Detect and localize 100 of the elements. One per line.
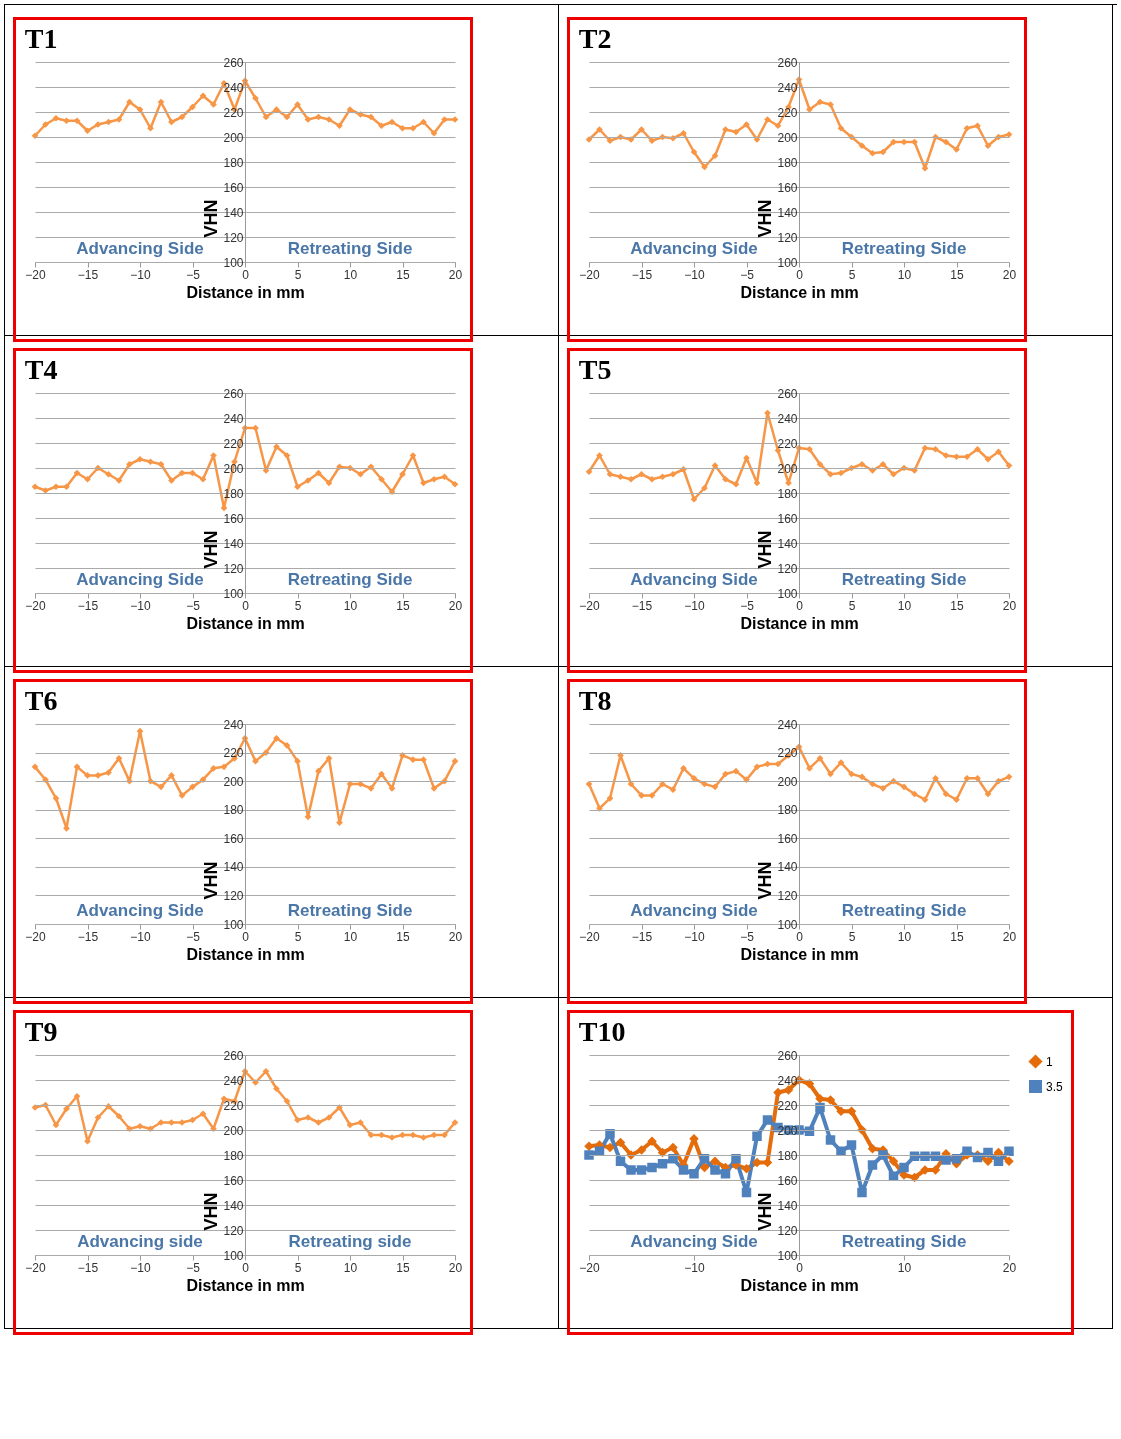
x-tick-label: −20 [579,598,600,613]
y-tick-label: 100 [223,255,244,270]
y-tick-label: 260 [223,55,244,70]
x-tick-label: −15 [77,1260,99,1275]
annotation: Retreating Side [841,1232,967,1251]
y-tick-label: 200 [223,774,244,789]
annotation: Retreating Side [841,570,967,589]
y-tick-label: 100 [777,586,798,601]
x-tick-label: −20 [579,1260,600,1275]
y-tick-label: 100 [223,1248,244,1263]
annotation: Advancing Side [630,901,758,920]
y-tick-label: 180 [777,155,798,170]
y-tick-label: 240 [223,80,244,95]
x-tick-label: −10 [684,1260,705,1275]
annotation: Advancing side [77,1232,203,1251]
y-tick-label: 120 [223,888,244,903]
y-tick-label: 100 [777,917,798,932]
y-axis-title: VHN [755,530,776,569]
chart-title: T8 [578,685,612,716]
x-tick-label: 5 [294,1260,302,1275]
x-tick-label: 15 [950,267,964,282]
y-tick-label: 160 [777,1173,798,1188]
x-axis-title: Distance in mm [740,283,859,301]
legend-label: 3.5 [1046,1079,1064,1094]
y-tick-label: 180 [777,486,798,501]
x-tick-label: −10 [684,598,705,613]
x-tick-label: 0 [796,267,804,282]
y-tick-label: 200 [777,130,798,145]
y-tick-label: 200 [223,130,244,145]
x-tick-label: 15 [950,598,964,613]
x-tick-label: 5 [294,267,302,282]
x-tick-label: −15 [77,267,99,282]
y-tick-label: 220 [777,105,798,120]
x-tick-label: −5 [186,1260,201,1275]
x-axis-title: Distance in mm [186,614,305,632]
x-tick-label: 5 [848,929,856,944]
y-tick-label: 200 [223,461,244,476]
y-tick-label: 200 [777,461,798,476]
y-tick-label: 200 [777,774,798,789]
y-tick-label: 180 [223,155,244,170]
x-tick-label: 10 [897,267,912,282]
y-tick-label: 260 [223,1048,244,1063]
x-tick-label: 0 [796,1260,804,1275]
y-tick-label: 180 [223,1148,244,1163]
y-axis-title: VHN [201,861,222,900]
x-tick-label: 10 [343,1260,358,1275]
y-tick-label: 160 [777,180,798,195]
x-tick-label: 10 [343,267,358,282]
x-tick-label: −15 [631,267,653,282]
x-tick-label: 10 [897,598,912,613]
x-tick-label: 15 [396,1260,410,1275]
x-tick-label: 20 [448,267,463,282]
y-tick-label: 100 [223,917,244,932]
y-tick-label: 160 [777,511,798,526]
annotation: Retreating Side [287,901,413,920]
annotation: Retreating side [288,1232,412,1251]
x-tick-label: 10 [897,929,912,944]
y-tick-label: 220 [223,436,244,451]
y-tick-label: 260 [777,55,798,70]
y-tick-label: 220 [223,1098,244,1113]
y-tick-label: 200 [223,1123,244,1138]
x-tick-label: −20 [25,929,46,944]
y-tick-label: 220 [777,746,798,761]
y-tick-label: 240 [777,717,798,732]
x-tick-label: −5 [740,598,755,613]
y-tick-label: 140 [223,860,244,875]
y-tick-label: 160 [223,180,244,195]
y-tick-label: 120 [223,230,244,245]
y-tick-label: 240 [777,1073,798,1088]
y-tick-label: 140 [777,536,798,551]
x-tick-label: −10 [130,1260,151,1275]
x-axis-title: Distance in mm [740,945,859,963]
annotation: Retreating Side [841,901,967,920]
y-axis-title: VHN [755,199,776,238]
chart-title: T1 [24,23,58,54]
chart-title: T9 [24,1016,58,1047]
x-tick-label: 20 [448,1260,463,1275]
y-tick-label: 160 [777,831,798,846]
x-tick-label: −5 [186,929,201,944]
x-tick-label: 15 [950,929,964,944]
x-tick-label: −15 [631,929,653,944]
x-tick-label: −20 [25,267,46,282]
y-axis-title: VHN [755,861,776,900]
x-tick-label: −15 [631,598,653,613]
y-tick-label: 120 [777,230,798,245]
chart-title: T10 [578,1016,626,1047]
legend-label: 1 [1046,1054,1053,1069]
y-tick-label: 100 [777,255,798,270]
x-tick-label: 0 [242,267,250,282]
y-tick-label: 140 [777,205,798,220]
annotation: Advancing Side [630,1232,758,1251]
y-tick-label: 160 [223,1173,244,1188]
x-tick-label: 5 [294,598,302,613]
annotation: Advancing Side [76,570,204,589]
x-tick-label: −20 [25,598,46,613]
y-tick-label: 220 [777,1098,798,1113]
y-tick-label: 240 [223,411,244,426]
y-tick-label: 140 [777,860,798,875]
x-tick-label: −5 [186,267,201,282]
y-tick-label: 120 [223,1223,244,1238]
